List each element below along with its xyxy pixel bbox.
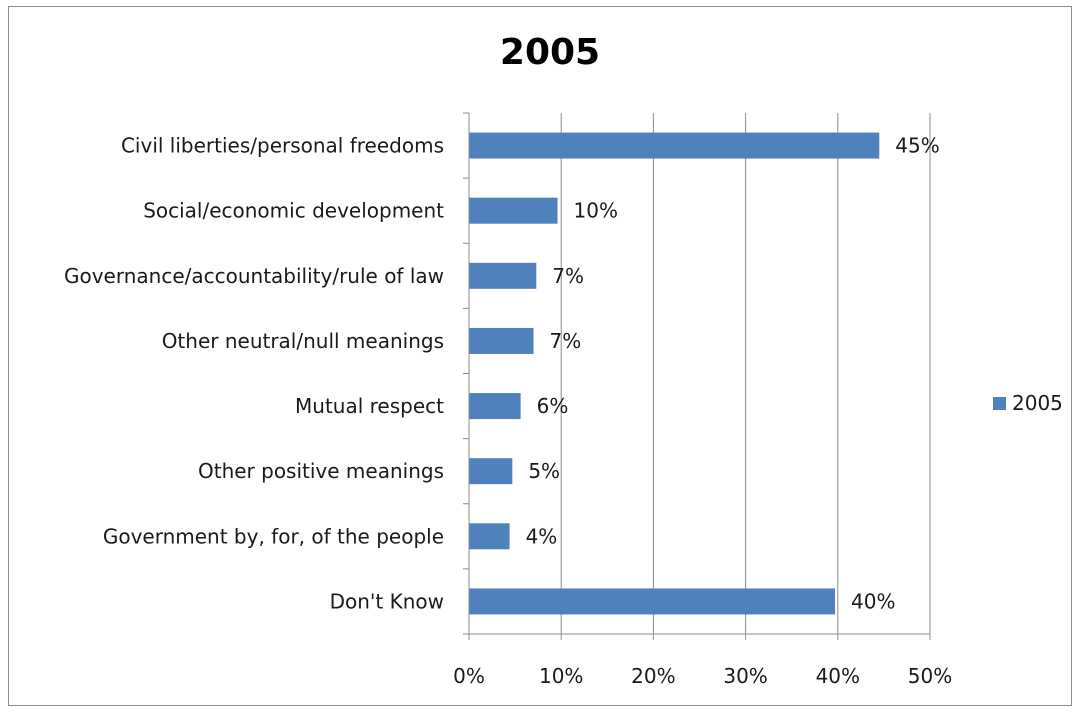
data-label: 10% (574, 199, 618, 223)
x-tick-label: 30% (723, 664, 767, 688)
category-label: Other positive meanings (198, 459, 444, 483)
bars (469, 132, 880, 615)
axes (463, 112, 931, 640)
gridlines (560, 113, 931, 634)
category-label: Mutual respect (295, 394, 444, 418)
x-tick-label: 20% (631, 664, 675, 688)
bar (469, 523, 510, 550)
category-label: Social/economic development (143, 199, 444, 223)
legend: 2005 (993, 391, 1063, 415)
bar (469, 132, 880, 159)
category-label: Civil liberties/personal freedoms (121, 134, 444, 158)
bar (469, 197, 558, 224)
bar (469, 588, 836, 615)
data-label: 4% (526, 524, 558, 548)
bar (469, 327, 534, 354)
data-label: 5% (528, 459, 560, 483)
category-labels: Civil liberties/personal freedoms Social/… (64, 134, 444, 614)
bar (469, 262, 537, 289)
legend-label: 2005 (1012, 391, 1063, 415)
category-label: Other neutral/null meanings (162, 329, 444, 353)
category-label: Government by, for, of the people (103, 524, 444, 548)
tick-labels: 0% 10% 20% 30% 40% 50% (453, 664, 952, 688)
category-label: Governance/accountability/rule of law (64, 264, 444, 288)
bar (469, 458, 513, 485)
data-label: 7% (550, 329, 582, 353)
category-label: Don't Know (330, 589, 444, 613)
x-tick-label: 40% (816, 664, 860, 688)
data-label: 40% (851, 589, 895, 613)
data-labels: 45% 10% 7% 7% 6% 5% 4% 40% (526, 134, 940, 614)
data-label: 7% (552, 264, 584, 288)
data-label: 6% (537, 394, 569, 418)
x-tick-label: 50% (908, 664, 952, 688)
data-label: 45% (895, 134, 939, 158)
bar (469, 393, 521, 420)
chart-title: 2005 (499, 32, 601, 73)
x-tick-label: 0% (453, 664, 485, 688)
legend-swatch (993, 397, 1006, 410)
x-tick-label: 10% (539, 664, 583, 688)
